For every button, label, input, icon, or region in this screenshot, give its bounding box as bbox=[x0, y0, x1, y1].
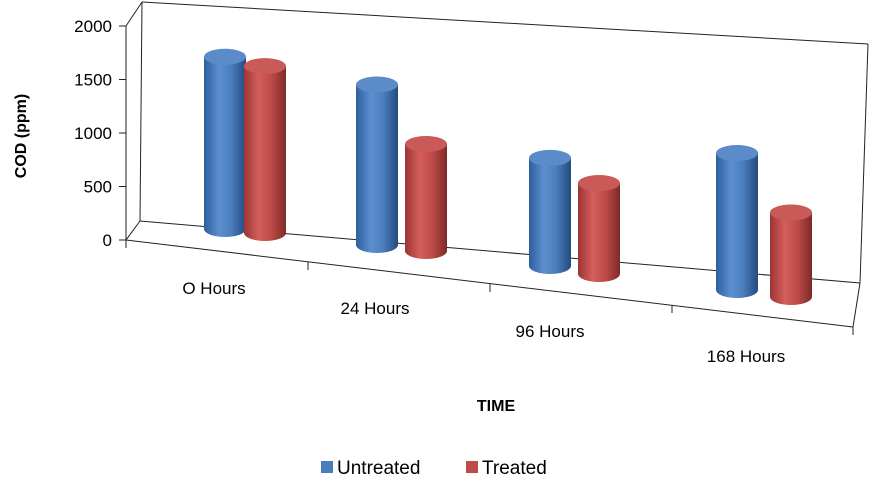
cylinder-top bbox=[716, 145, 758, 162]
cylinder-body bbox=[578, 183, 620, 282]
legend-swatch-untreated bbox=[321, 461, 333, 473]
cylinder-top bbox=[204, 48, 246, 65]
x-tick-label: 24 Hours bbox=[341, 299, 410, 318]
cylinder-body bbox=[405, 144, 447, 259]
floor-left-edge bbox=[125, 220, 141, 241]
cylinder-body bbox=[204, 56, 246, 238]
cylinder-body bbox=[716, 153, 758, 298]
bar-treated-3 bbox=[578, 175, 620, 282]
back-wall-left-edge bbox=[139, 1, 143, 222]
x-axis-line bbox=[125, 239, 854, 328]
bar-treated-4 bbox=[770, 204, 812, 305]
bar-treated-2 bbox=[405, 136, 447, 259]
x-axis-title: TIME bbox=[477, 398, 516, 415]
bar-untreated-1 bbox=[204, 48, 246, 238]
bar-untreated-2 bbox=[356, 76, 398, 253]
bar-untreated-4 bbox=[716, 145, 758, 298]
x-tick-label: O Hours bbox=[182, 279, 245, 298]
cylinder-top bbox=[578, 175, 620, 192]
y-axis-ticks bbox=[119, 25, 126, 241]
legend-label-treated: Treated bbox=[482, 458, 547, 479]
back-wall-top-edge bbox=[141, 1, 869, 45]
cylinder-top bbox=[770, 204, 812, 221]
x-tick-labels: O Hours 24 Hours 96 Hours 168 Hours bbox=[182, 279, 785, 366]
cylinder-top bbox=[244, 58, 286, 75]
cylinder-body bbox=[529, 157, 571, 274]
y-tick-label: 1500 bbox=[74, 71, 112, 90]
y-axis-title: COD (ppm) bbox=[13, 94, 30, 178]
cylinder-top bbox=[405, 136, 447, 152]
y-tick-labels: 0 500 1000 1500 2000 bbox=[74, 17, 112, 250]
x-tick-label: 168 Hours bbox=[707, 347, 785, 366]
legend-swatch-treated bbox=[466, 461, 478, 473]
legend-label-untreated: Untreated bbox=[337, 458, 420, 479]
cylinder-body bbox=[244, 66, 286, 241]
legend: Untreated Treated bbox=[321, 458, 547, 479]
y-tick-label: 2000 bbox=[74, 17, 112, 36]
x-axis-ticks bbox=[125, 240, 854, 335]
y-tick-label: 0 bbox=[103, 231, 112, 250]
bar-series-group bbox=[204, 48, 812, 305]
cylinder-top bbox=[356, 76, 398, 93]
cylinder-body bbox=[356, 84, 398, 253]
bar-untreated-3 bbox=[529, 149, 571, 274]
back-wall-right-edge bbox=[859, 43, 869, 284]
y-tick-label: 1000 bbox=[74, 124, 112, 143]
left-wall-top-edge bbox=[125, 1, 143, 27]
floor-right-edge bbox=[852, 282, 861, 328]
y-tick-label: 500 bbox=[84, 178, 112, 197]
cylinder-body bbox=[770, 212, 812, 305]
cylinder-top bbox=[529, 149, 571, 166]
bar-treated-1 bbox=[244, 58, 286, 241]
x-tick-label: 96 Hours bbox=[516, 322, 585, 341]
